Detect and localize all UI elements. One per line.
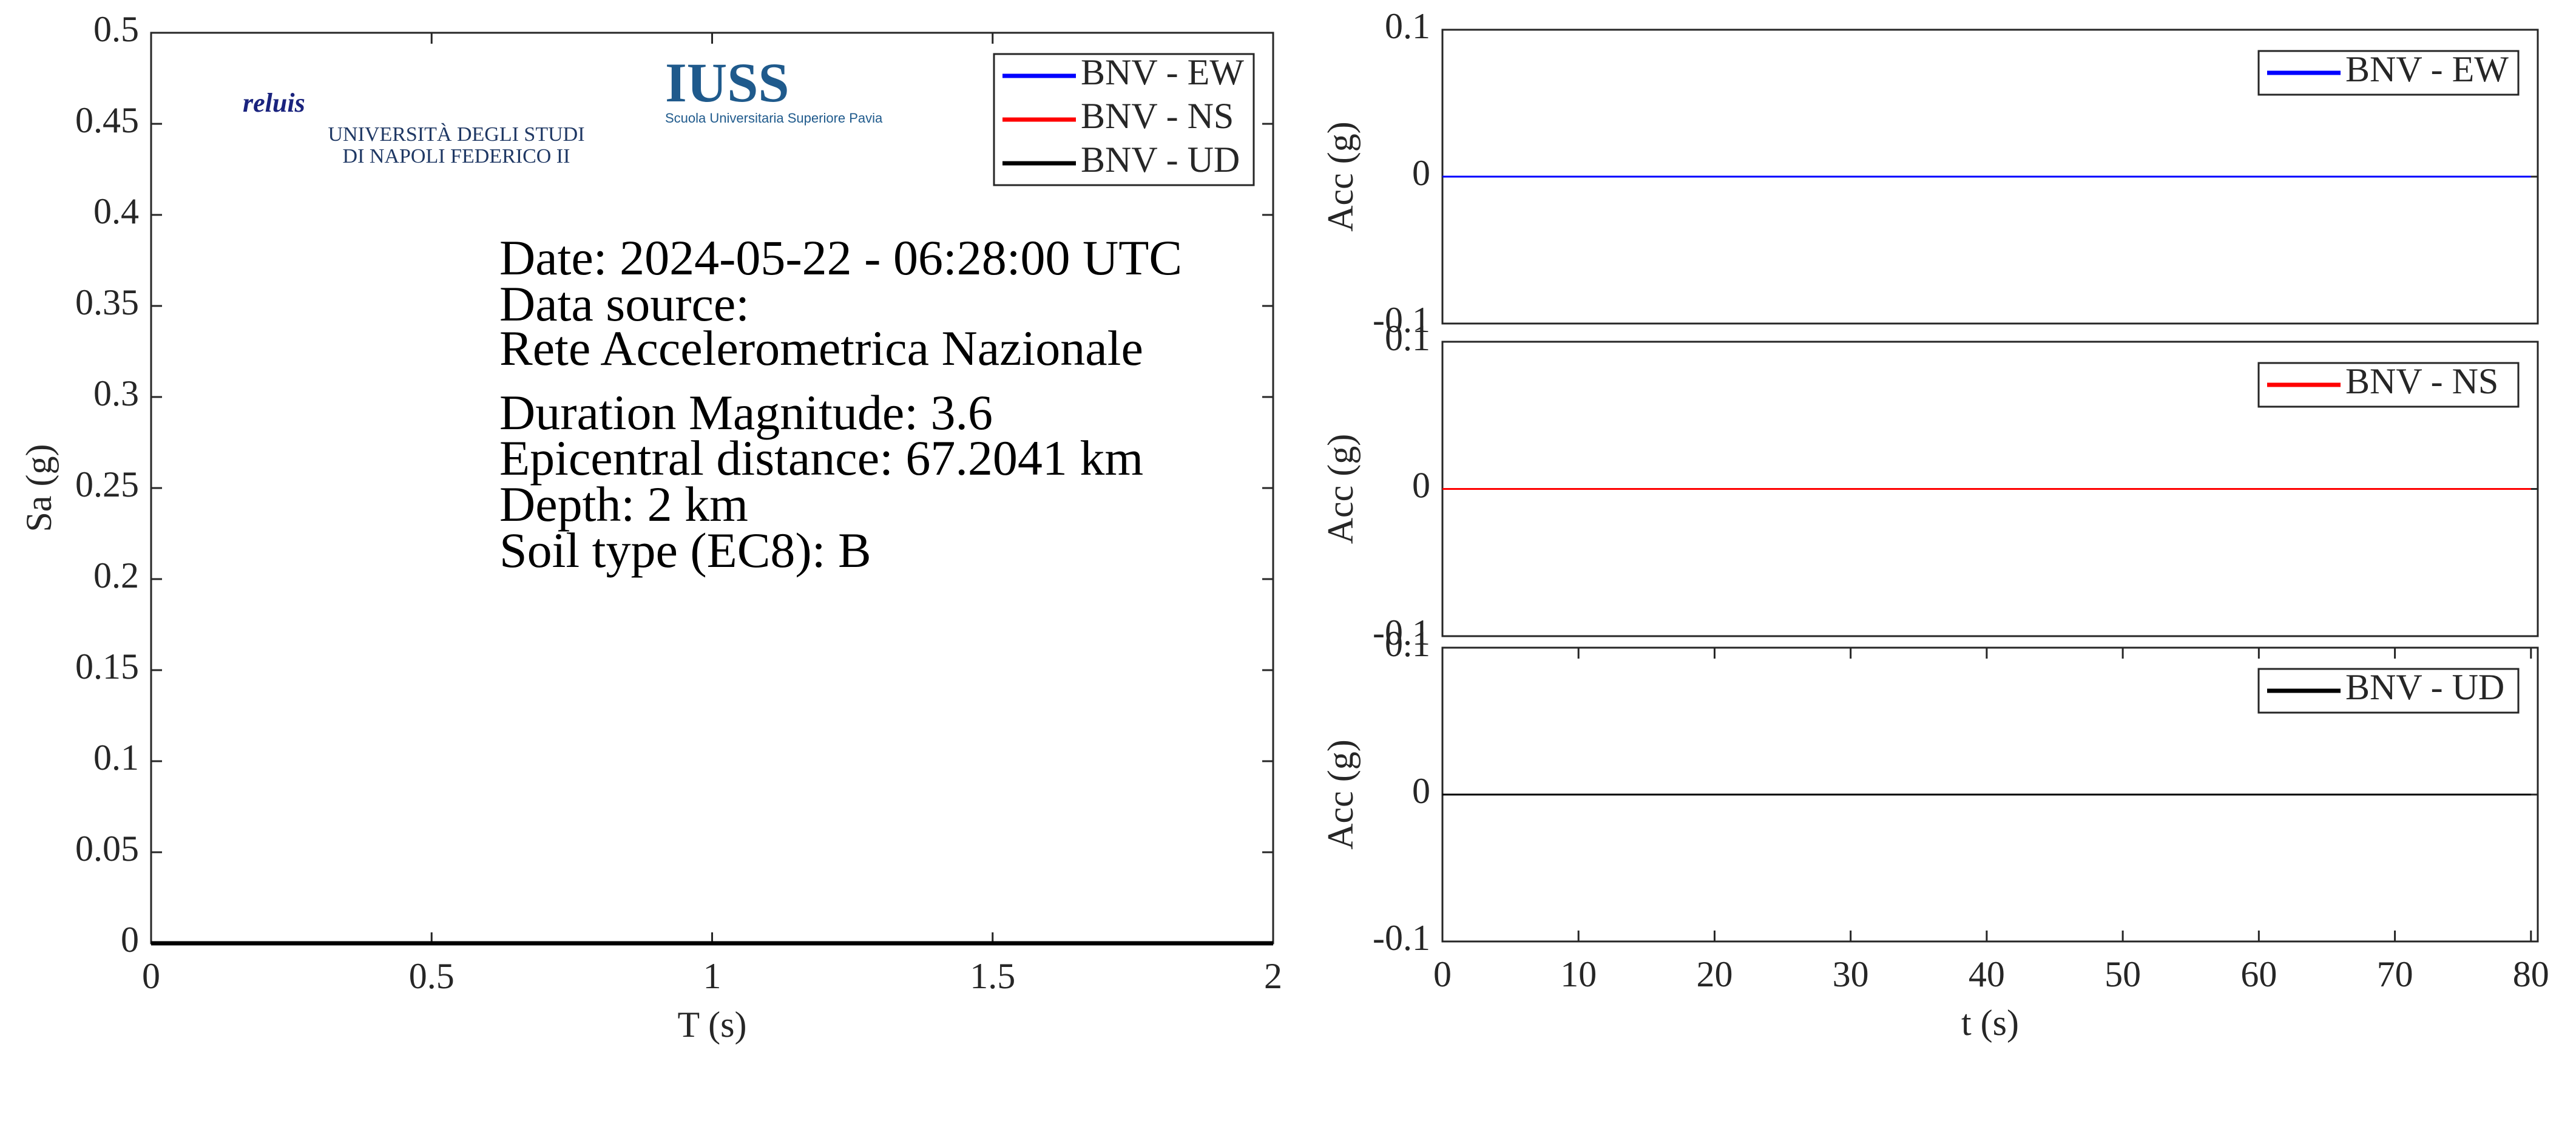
y-tick-label: 0.4 [93,191,139,231]
y-tick-label: 0 [1412,771,1430,811]
annotation: Data source: [499,276,749,331]
annotation: Epicentral distance: 67.2041 km [499,430,1143,486]
y-tick-label: 0.1 [1385,6,1430,46]
y-tick-label: 0.3 [93,373,139,413]
x-tick-label: 0 [142,956,160,996]
x-tick-label: 30 [1833,954,1869,994]
y-tick-label: 0.1 [1385,318,1430,358]
annotation: Date: 2024-05-22 - 06:28:00 UTC [499,230,1182,285]
y-tick-label: 0.05 [75,829,139,869]
x-tick-label: 10 [1560,954,1597,994]
legend-label: BNV - UD [1081,140,1240,180]
y-axis-label: Sa (g) [19,444,59,532]
y-tick-label: 0.25 [75,464,139,504]
x-tick-label: 40 [1969,954,2005,994]
y-tick-label: 0.2 [93,555,139,595]
x-tick-label: 1 [703,956,722,996]
legend-label: BNV - EW [2345,49,2509,89]
x-tick-label: 1.5 [970,956,1015,996]
y-tick-label: 0 [1412,153,1430,193]
y-axis-label: Acc (g) [1320,121,1361,232]
logo-text: UNIVERSITÀ DEGLI STUDI [328,123,584,146]
legend-label: BNV - NS [1081,96,1234,136]
x-tick-label: 70 [2377,954,2413,994]
x-tick-label: 2 [1264,956,1282,996]
logo-text: Scuola Universitaria Superiore Pavia [665,110,883,126]
x-axis-label: t (s) [1961,1003,2019,1043]
x-axis-label: T (s) [678,1005,747,1045]
y-tick-label: 0.1 [1385,624,1430,664]
annotation: Soil type (EC8): B [499,523,871,578]
y-tick-label: 0 [121,920,139,960]
y-axis-label: Acc (g) [1320,434,1361,544]
x-tick-label: 80 [2513,954,2549,994]
y-tick-label: -0.1 [1373,918,1430,958]
y-tick-label: -0.1 [1373,612,1430,653]
x-tick-label: 0 [1433,954,1452,994]
x-tick-label: 50 [2104,954,2141,994]
y-tick-label: 0 [1412,465,1430,505]
y-tick-label: 0.35 [75,282,139,322]
legend-label: BNV - NS [2345,361,2498,401]
y-tick-label: 0.15 [75,646,139,687]
annotation: Depth: 2 km [499,477,748,532]
y-tick-label: 0.1 [93,738,139,778]
annotation: Rete Accelerometrica Nazionale [499,321,1143,376]
x-tick-label: 20 [1696,954,1733,994]
x-tick-label: 0.5 [409,956,455,996]
logo-text: reluis [243,88,305,118]
legend-label: BNV - UD [2345,667,2504,707]
annotation: Duration Magnitude: 3.6 [499,385,993,440]
logo-text: IUSS [665,52,789,114]
x-tick-label: 60 [2240,954,2277,994]
legend-label: BNV - EW [1081,52,1244,92]
logo-text: DI NAPOLI FEDERICO II [343,145,570,168]
y-tick-label: -0.1 [1373,300,1430,340]
y-tick-label: 0.45 [75,100,139,140]
y-tick-label: 0.5 [93,9,139,49]
y-axis-label: Acc (g) [1320,739,1361,850]
